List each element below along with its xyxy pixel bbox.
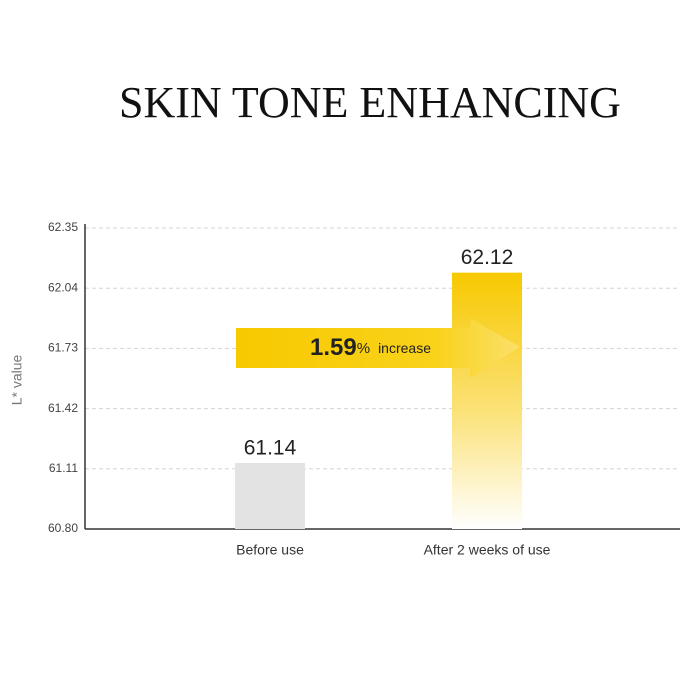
value-label: 62.12 bbox=[461, 246, 514, 269]
annotation-unit: % bbox=[357, 340, 370, 357]
y-tick-label: 61.73 bbox=[48, 341, 78, 355]
y-axis-label: L* value bbox=[9, 354, 25, 405]
bar bbox=[452, 272, 522, 529]
increase-arrow bbox=[236, 318, 520, 378]
annotation: 1.59% increase bbox=[310, 334, 431, 361]
annotation-text: increase bbox=[378, 340, 431, 356]
chart-title: SKIN TONE ENHANCING bbox=[119, 78, 621, 127]
y-tick-label: 62.04 bbox=[48, 280, 78, 294]
y-tick-label: 60.80 bbox=[48, 521, 78, 535]
value-label: 61.14 bbox=[244, 437, 297, 460]
x-tick-label: After 2 weeks of use bbox=[424, 542, 551, 558]
plot-area: 60.80 61.11 61.42 61.73 62.04 62.35 Before use… bbox=[48, 220, 680, 558]
x-tick-label: Before use bbox=[236, 542, 304, 558]
bar bbox=[235, 462, 305, 529]
y-tick-label: 61.11 bbox=[49, 461, 78, 475]
annotation-number: 1.59 bbox=[310, 334, 357, 361]
y-tick-label: 61.42 bbox=[48, 401, 78, 415]
y-tick-label: 62.35 bbox=[48, 220, 78, 234]
